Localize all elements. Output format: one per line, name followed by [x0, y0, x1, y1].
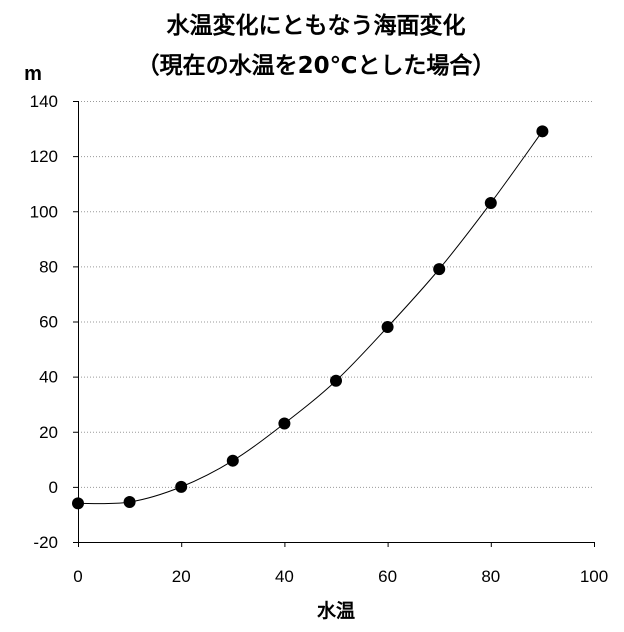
y-tick-label-3: 40	[39, 368, 58, 387]
series-line	[77, 131, 543, 505]
x-tick-label-0: 0	[73, 567, 82, 586]
x-tick-label-4: 80	[481, 567, 500, 586]
x-axis-label: 水温	[317, 600, 355, 622]
x-tick-label-3: 60	[378, 567, 397, 586]
y-axis-label: m	[24, 63, 42, 85]
data-point-7	[433, 263, 446, 276]
data-point-3	[226, 454, 239, 467]
x-tick-label-5: 100	[580, 567, 608, 586]
y-tick-label-4: 60	[39, 313, 58, 332]
x-tick-label-1: 20	[172, 567, 191, 586]
data-point-2	[175, 480, 188, 493]
data-points	[72, 125, 549, 510]
data-point-8	[484, 196, 497, 209]
y-tick-label-0: -20	[33, 533, 58, 552]
data-point-5	[330, 374, 342, 387]
y-tick-label-2: 20	[39, 423, 58, 442]
data-point-1	[123, 496, 136, 509]
data-point-6	[381, 321, 394, 334]
axes	[73, 101, 595, 547]
y-tick-label-7: 120	[30, 147, 58, 166]
grid-lines	[78, 101, 594, 488]
tick-labels: -20 0 20 40 60 80 100 120 140 0 20 40 60 80 100	[30, 92, 609, 586]
y-tick-label-6: 100	[30, 202, 58, 221]
chart-title: 水温変化にともなう海面変化	[167, 12, 466, 39]
series-line-group	[77, 131, 543, 505]
y-tick-label-8: 140	[30, 92, 58, 111]
y-tick-label-1: 0	[49, 478, 58, 497]
y-tick-label-5: 80	[39, 257, 58, 276]
x-tick-label-2: 40	[275, 567, 294, 586]
chart-subtitle: （現在の水温を20℃とした場合）	[137, 52, 496, 79]
data-point-4	[278, 417, 291, 430]
data-point-9	[536, 125, 549, 138]
data-point-0	[72, 497, 84, 510]
